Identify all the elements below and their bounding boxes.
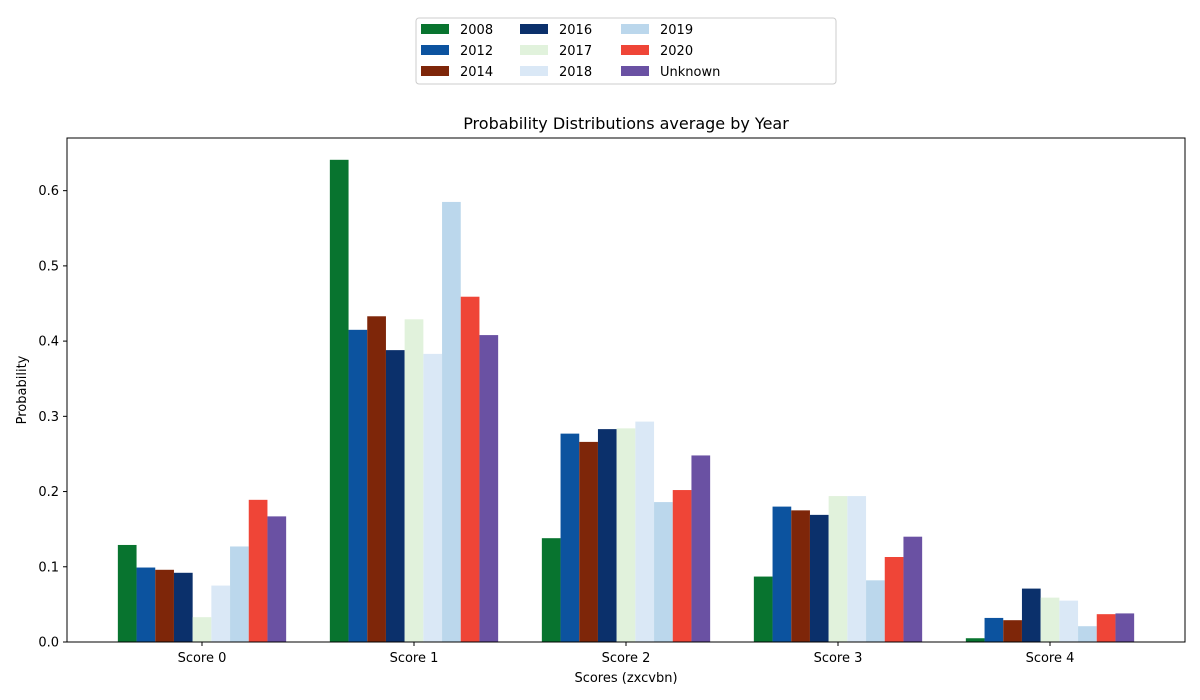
bar-2017-score-1	[404, 319, 424, 642]
bar-2020-score-1	[460, 296, 480, 642]
legend-swatch	[520, 66, 548, 76]
y-tick-label: 0.2	[38, 485, 59, 500]
y-tick-label: 0.0	[38, 636, 59, 651]
bar-unknown-score-4	[1115, 613, 1135, 642]
y-tick-label: 0.1	[38, 560, 59, 575]
bar-2017-score-3	[828, 496, 848, 642]
bar-2012-score-3	[772, 506, 792, 642]
bar-2016-score-3	[809, 514, 829, 642]
legend-swatch	[421, 45, 449, 55]
bar-2017-score-4	[1040, 597, 1060, 642]
legend-swatch	[520, 45, 548, 55]
y-tick-label: 0.4	[38, 335, 59, 350]
legend-label: 2016	[559, 23, 592, 38]
bar-2016-score-4	[1021, 588, 1041, 642]
bar-2008-score-2	[541, 538, 561, 642]
x-axis-label: Scores (zxcvbn)	[574, 671, 677, 686]
x-tick-label: Score 4	[1026, 651, 1075, 666]
bar-2016-score-0	[173, 572, 193, 642]
bar-2018-score-2	[635, 421, 655, 642]
legend-label: 2014	[460, 65, 493, 80]
bar-2016-score-1	[385, 350, 405, 642]
bar-2020-score-0	[248, 499, 268, 642]
x-tick-label: Score 1	[390, 651, 439, 666]
bar-2014-score-1	[367, 316, 386, 642]
y-axis: 0.0 0.1 0.2 0.3 0.4 0.5 0.6	[38, 184, 67, 651]
legend-label: 2018	[559, 65, 592, 80]
bar-2018-score-0	[211, 585, 231, 642]
bar-2017-score-0	[192, 617, 212, 642]
legend-swatch	[621, 45, 649, 55]
legend-label: Unknown	[660, 65, 720, 80]
bar-2012-score-1	[348, 329, 368, 642]
legend-swatch	[621, 66, 649, 76]
bar-2012-score-0	[136, 567, 156, 642]
bar-2014-score-4	[1003, 620, 1022, 642]
bar-2019-score-3	[866, 580, 885, 642]
bar-2014-score-3	[791, 510, 810, 642]
bar-2016-score-2	[597, 429, 617, 642]
legend-swatch	[621, 24, 649, 34]
legend-swatch	[421, 66, 449, 76]
bar-2017-score-2	[616, 428, 636, 642]
y-tick-label: 0.3	[38, 410, 59, 425]
bar-2014-score-0	[155, 569, 174, 642]
legend-label: 2012	[460, 44, 493, 59]
x-axis: Score 0 Score 1 Score 2 Score 3 Score 4	[178, 642, 1075, 666]
bar-unknown-score-1	[479, 335, 499, 642]
legend-label: 2019	[660, 23, 693, 38]
bar-2020-score-3	[884, 557, 904, 642]
bar-2012-score-2	[560, 433, 580, 642]
bar-2019-score-4	[1078, 626, 1097, 642]
bar-2018-score-1	[423, 353, 443, 642]
bar-2012-score-4	[984, 617, 1004, 642]
bar-2020-score-2	[672, 490, 692, 642]
y-tick-label: 0.6	[38, 184, 59, 199]
legend: 2008 2012 2014 2016 2017 2018 2019 2020 Unknown	[415, 17, 837, 85]
bar-2008-score-1	[329, 159, 349, 642]
bar-unknown-score-3	[903, 536, 923, 642]
bar-2008-score-3	[753, 576, 773, 642]
bar-unknown-score-2	[691, 455, 711, 642]
y-axis-label: Probability	[15, 355, 30, 424]
legend-swatch	[520, 24, 548, 34]
bars-group	[117, 159, 1135, 642]
legend-label: 2008	[460, 23, 493, 38]
legend-label: 2020	[660, 44, 693, 59]
bar-2018-score-3	[847, 496, 867, 642]
bar-2019-score-1	[442, 201, 461, 642]
bar-2014-score-2	[579, 441, 598, 642]
y-tick-label: 0.5	[38, 259, 59, 274]
bar-2019-score-0	[230, 546, 249, 642]
bar-2018-score-4	[1059, 600, 1079, 642]
bar-2019-score-2	[654, 502, 673, 642]
bar-2008-score-0	[117, 544, 137, 642]
bar-2020-score-4	[1096, 614, 1116, 642]
bar-unknown-score-0	[267, 516, 287, 642]
bar-2008-score-4	[965, 638, 985, 642]
x-tick-label: Score 0	[178, 651, 227, 666]
x-tick-label: Score 3	[814, 651, 863, 666]
x-tick-label: Score 2	[602, 651, 651, 666]
legend-swatch	[421, 24, 449, 34]
legend-label: 2017	[559, 44, 592, 59]
chart-title: Probability Distributions average by Yea…	[463, 114, 789, 133]
